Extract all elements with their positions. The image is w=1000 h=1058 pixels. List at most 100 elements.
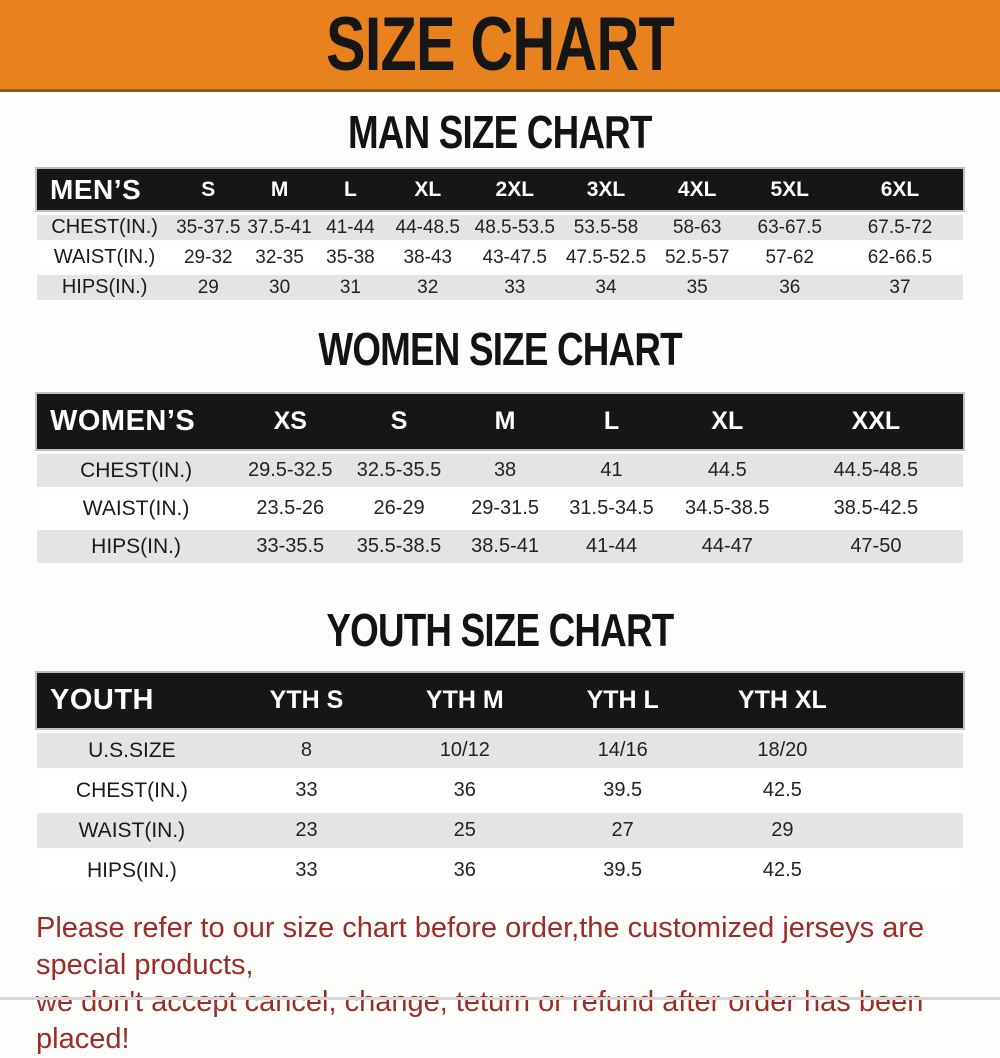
data-cell: 14/16 <box>597 739 648 761</box>
size-column-header: 2XL <box>495 177 535 201</box>
data-cell: 38-43 <box>403 246 453 268</box>
data-cell: 47.5-52.5 <box>565 246 647 268</box>
table-row: HIPS(IN.) 33 36 39.5 42.5 <box>37 853 963 888</box>
data-cell: 41 <box>600 459 623 481</box>
data-cell: 44-47 <box>701 535 753 557</box>
data-cell: 42.5 <box>762 779 802 801</box>
data-cell: 52.5-57 <box>664 246 730 268</box>
data-cell: 29 <box>771 819 794 841</box>
size-column-header: YTH M <box>425 686 504 714</box>
size-column-header: 3XL <box>586 177 626 201</box>
table-header-row: WOMEN’S XS S M L XL XXL <box>35 392 965 451</box>
youth-size-table: YOUTH YTH S YTH M YTH L YTH XL U.S.SIZE 8 10/12… <box>35 671 965 888</box>
table-row: WAIST(IN.) 23 25 27 29 <box>37 813 963 848</box>
data-cell: 38.5-41 <box>471 535 539 557</box>
table-row: WAIST(IN.) 29-32 32-35 35-38 38-43 43-47.5 47.… <box>37 245 963 270</box>
data-cell: 41-44 <box>326 216 375 238</box>
table-row: WAIST(IN.) 23.5-26 26-29 29-31.5 31.5-34.5 34… <box>37 492 963 525</box>
size-column-header: 4XL <box>677 177 717 201</box>
header-label-cell: YOUTH <box>50 684 154 716</box>
data-cell: 33 <box>295 859 318 881</box>
table-row: CHEST(IN.) 29.5-32.5 32.5-35.5 38 41 44.5 44.5… <box>37 454 963 487</box>
data-cell: 47-50 <box>850 535 902 557</box>
page-bottom-edge <box>0 997 1000 1000</box>
size-column-header: S <box>390 407 408 435</box>
data-cell: 63-67.5 <box>757 216 822 238</box>
youth-size-chart-heading: YOUTH SIZE CHART <box>326 604 674 656</box>
size-chart-banner: SIZE CHART <box>0 0 1000 92</box>
row-label-cell: CHEST(IN.) <box>75 778 188 802</box>
data-cell: 31 <box>339 276 361 298</box>
size-column-header: 6XL <box>880 177 920 201</box>
size-column-header: L <box>603 407 620 435</box>
size-column-header: YTH L <box>586 686 659 714</box>
data-cell: 44.5 <box>707 459 747 481</box>
data-cell: 33 <box>295 779 318 801</box>
data-cell: 29 <box>197 276 219 298</box>
data-cell: 32 <box>417 276 439 298</box>
size-column-header: L <box>344 177 357 201</box>
data-cell: 58-63 <box>672 216 722 238</box>
data-cell: 34 <box>595 276 617 298</box>
data-cell: 39.5 <box>603 779 643 801</box>
disclaimer-line-1: Please refer to our size chart before or… <box>36 912 925 981</box>
table-row: CHEST(IN.) 33 36 39.5 42.5 <box>37 773 963 808</box>
row-label-cell: HIPS(IN.) <box>91 534 181 558</box>
size-column-header: YTH S <box>269 686 344 714</box>
table-row: CHEST(IN.) 35-37.5 37.5-41 41-44 44-48.5 48.5… <box>37 215 963 240</box>
spacer-cell <box>863 673 963 728</box>
data-cell: 48.5-53.5 <box>474 216 555 238</box>
data-cell: 34.5-38.5 <box>685 497 770 519</box>
spacer-cell <box>863 733 963 768</box>
data-cell: 36 <box>453 779 476 801</box>
data-cell: 31.5-34.5 <box>569 497 654 519</box>
size-column-header: M <box>270 177 289 201</box>
spacer-cell <box>863 813 963 848</box>
size-column-header: M <box>494 407 516 435</box>
data-cell: 42.5 <box>762 859 802 881</box>
disclaimer-text: Please refer to our size chart before or… <box>36 910 990 1058</box>
table-row: HIPS(IN.) 29 30 31 32 33 34 35 36 37 <box>37 275 963 300</box>
header-label-cell: MEN’S <box>50 173 142 205</box>
mens-size-table: MEN’S S M L XL 2XL 3XL 4XL 5XL 6XL CHEST(IN.) 35-37… <box>35 167 965 300</box>
data-cell: 23 <box>295 819 318 841</box>
size-column-header: XL <box>711 407 744 435</box>
data-cell: 26-29 <box>373 497 425 519</box>
table-header-row: MEN’S S M L XL 2XL 3XL 4XL 5XL 6XL <box>35 167 965 212</box>
row-label-cell: WAIST(IN.) <box>53 246 156 268</box>
man-size-chart-heading: MAN SIZE CHART <box>348 106 652 158</box>
data-cell: 35-37.5 <box>176 216 241 238</box>
data-cell: 37.5-41 <box>247 216 312 238</box>
size-column-header: XXL <box>851 407 901 435</box>
data-cell: 36 <box>779 276 801 298</box>
data-cell: 35-38 <box>326 246 375 268</box>
size-column-header: YTH XL <box>737 686 827 714</box>
data-cell: 29-31.5 <box>471 497 539 519</box>
data-cell: 39.5 <box>603 859 643 881</box>
row-label-cell: WAIST(IN.) <box>82 496 190 520</box>
data-cell: 62-66.5 <box>867 246 933 268</box>
data-cell: 23.5-26 <box>256 497 325 519</box>
data-cell: 32.5-35.5 <box>356 459 442 481</box>
size-column-header: XS <box>273 407 307 435</box>
data-cell: 32-35 <box>255 246 304 268</box>
data-cell: 33 <box>504 276 526 298</box>
table-row: U.S.SIZE 8 10/12 14/16 18/20 <box>37 733 963 768</box>
data-cell: 37 <box>889 276 911 298</box>
size-column-header: XL <box>414 177 442 201</box>
spacer-cell <box>863 853 963 888</box>
row-label-cell: WAIST(IN.) <box>78 818 186 842</box>
data-cell: 57-62 <box>765 246 815 268</box>
data-cell: 8 <box>300 739 313 761</box>
row-label-cell: HIPS(IN.) <box>61 276 148 298</box>
spacer-cell <box>863 773 963 808</box>
data-cell: 33-35.5 <box>256 535 325 557</box>
row-label-cell: U.S.SIZE <box>88 738 176 762</box>
data-cell: 30 <box>269 276 291 298</box>
data-cell: 44-48.5 <box>395 216 460 238</box>
data-cell: 25 <box>453 819 476 841</box>
data-cell: 29.5-32.5 <box>247 459 333 481</box>
data-cell: 53.5-58 <box>573 216 639 238</box>
row-label-cell: CHEST(IN.) <box>80 458 193 482</box>
row-label-cell: CHEST(IN.) <box>51 216 158 238</box>
